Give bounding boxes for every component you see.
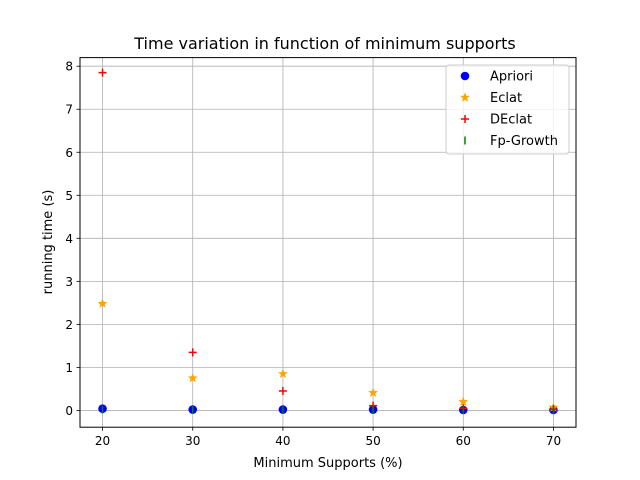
data-point	[187, 372, 198, 383]
axis-ticks: 20 30 40 50 60 70 0 1 2 3 4 5 6 7 8	[65, 60, 561, 448]
chart-title: Time variation in function of minimum su…	[133, 34, 515, 53]
y-tick-label: 8	[65, 60, 73, 74]
x-axis-label: Minimum Supports (%)	[253, 456, 402, 471]
x-tick-label: 70	[546, 434, 561, 448]
legend-label: DEclat	[490, 113, 532, 128]
legend-item: DEclat	[461, 113, 532, 128]
legend-marker	[460, 92, 470, 102]
data-point	[277, 368, 288, 379]
x-tick-label: 30	[185, 434, 200, 448]
legend: Apriori Eclat DEclat Fp-Growth	[445, 64, 570, 155]
data-point	[97, 298, 108, 308]
data-point	[458, 396, 469, 407]
x-tick-label: 40	[275, 434, 290, 448]
legend-item: Eclat	[460, 91, 522, 106]
data-point	[188, 348, 197, 357]
y-tick-label: 3	[65, 275, 73, 289]
y-tick-label: 5	[65, 189, 73, 203]
x-tick-label: 50	[365, 434, 380, 448]
y-tick-label: 4	[65, 232, 73, 246]
plot-area-frame	[79, 57, 577, 428]
data-points	[97, 68, 559, 415]
series-fp-growth	[101, 405, 555, 414]
legend-box	[445, 64, 570, 155]
y-tick-label: 2	[65, 318, 73, 332]
y-tick-label: 6	[65, 146, 73, 160]
legend-item: Apriori	[460, 70, 533, 85]
legend-marker	[461, 115, 469, 123]
y-axis-label: running time (s)	[41, 190, 56, 295]
legend-label: Fp-Growth	[490, 134, 558, 149]
x-tick-label: 60	[456, 434, 471, 448]
x-tick-label: 20	[95, 434, 110, 448]
legend-label: Apriori	[490, 70, 533, 85]
legend-item: Fp-Growth	[464, 134, 558, 149]
grid-lines	[80, 57, 576, 428]
y-tick-label: 7	[65, 103, 73, 117]
y-tick-label: 0	[65, 404, 73, 418]
data-point	[368, 387, 379, 397]
y-tick-label: 1	[65, 361, 73, 375]
legend-label: Eclat	[490, 91, 522, 106]
data-point	[278, 387, 287, 396]
data-point	[98, 68, 107, 77]
legend-marker	[460, 71, 470, 81]
